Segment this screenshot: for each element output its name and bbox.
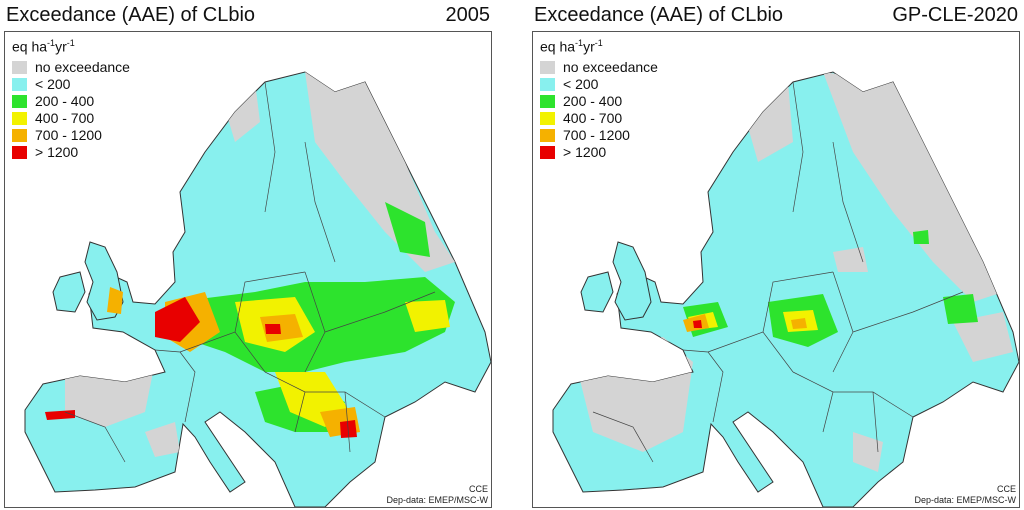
credit-dep-data: Dep-data: EMEP/MSC-W: [386, 495, 488, 505]
legend-swatch: [540, 145, 555, 159]
legend-item-under-200: < 200: [540, 76, 658, 93]
map-panel-2005: Exceedance (AAE) of CLbio 2005: [4, 0, 494, 510]
legend-item-700-1200: 700 - 1200: [540, 127, 658, 144]
legend-item-no-exceedance: no exceedance: [540, 59, 658, 76]
map-legend: eq ha-1yr-1 no exceedance < 200 200 - 40…: [12, 38, 130, 161]
exceedance-map: [552, 71, 1019, 507]
legend-swatch: [12, 94, 27, 108]
map-panel-gp-cle-2020: Exceedance (AAE) of CLbio GP-CLE-2020: [532, 0, 1022, 510]
panel-scenario-label: GP-CLE-2020: [892, 4, 1018, 26]
legend-swatch: [540, 60, 555, 74]
map-legend: eq ha-1yr-1 no exceedance < 200 200 - 40…: [540, 38, 658, 161]
panel-title: Exceedance (AAE) of CLbio: [534, 4, 784, 26]
legend-swatch: [540, 94, 555, 108]
legend-swatch: [540, 111, 555, 125]
legend-swatch: [12, 77, 27, 91]
legend-item-200-400: 200 - 400: [540, 93, 658, 110]
legend-item-over-1200: > 1200: [12, 144, 130, 161]
legend-item-700-1200: 700 - 1200: [12, 127, 130, 144]
country-borders: [592, 81, 964, 463]
credit-cce: CCE: [996, 484, 1016, 494]
map-credits: CCE Dep-data: EMEP/MSC-W: [386, 484, 488, 506]
legend-swatch: [12, 60, 27, 74]
map-credits: CCE Dep-data: EMEP/MSC-W: [914, 484, 1016, 506]
legend-units: eq ha-1yr-1: [540, 38, 603, 55]
legend-item-under-200: < 200: [12, 76, 130, 93]
credit-cce: CCE: [468, 484, 488, 494]
credit-dep-data: Dep-data: EMEP/MSC-W: [914, 495, 1016, 505]
layer-over-1200: [45, 297, 357, 438]
country-borders: [64, 81, 436, 463]
ireland-shape: [52, 271, 86, 313]
legend-item-over-1200: > 1200: [540, 144, 658, 161]
legend-item-no-exceedance: no exceedance: [12, 59, 130, 76]
exceedance-map: [24, 71, 491, 507]
map-frame: [532, 31, 1020, 508]
legend-swatch: [540, 77, 555, 91]
panel-scenario-label: 2005: [445, 4, 491, 26]
britain-shape: [612, 241, 652, 321]
legend-swatch: [12, 111, 27, 125]
legend-swatch: [12, 128, 27, 142]
legend-swatch: [12, 145, 27, 159]
legend-item-400-700: 400 - 700: [12, 110, 130, 127]
legend-item-200-400: 200 - 400: [12, 93, 130, 110]
legend-swatch: [540, 128, 555, 142]
layer-over-1200: [693, 320, 702, 328]
ireland-shape: [580, 271, 614, 313]
legend-units: eq ha-1yr-1: [12, 38, 75, 55]
map-frame: [4, 31, 492, 508]
legend-item-400-700: 400 - 700: [540, 110, 658, 127]
panel-title: Exceedance (AAE) of CLbio: [6, 4, 256, 26]
